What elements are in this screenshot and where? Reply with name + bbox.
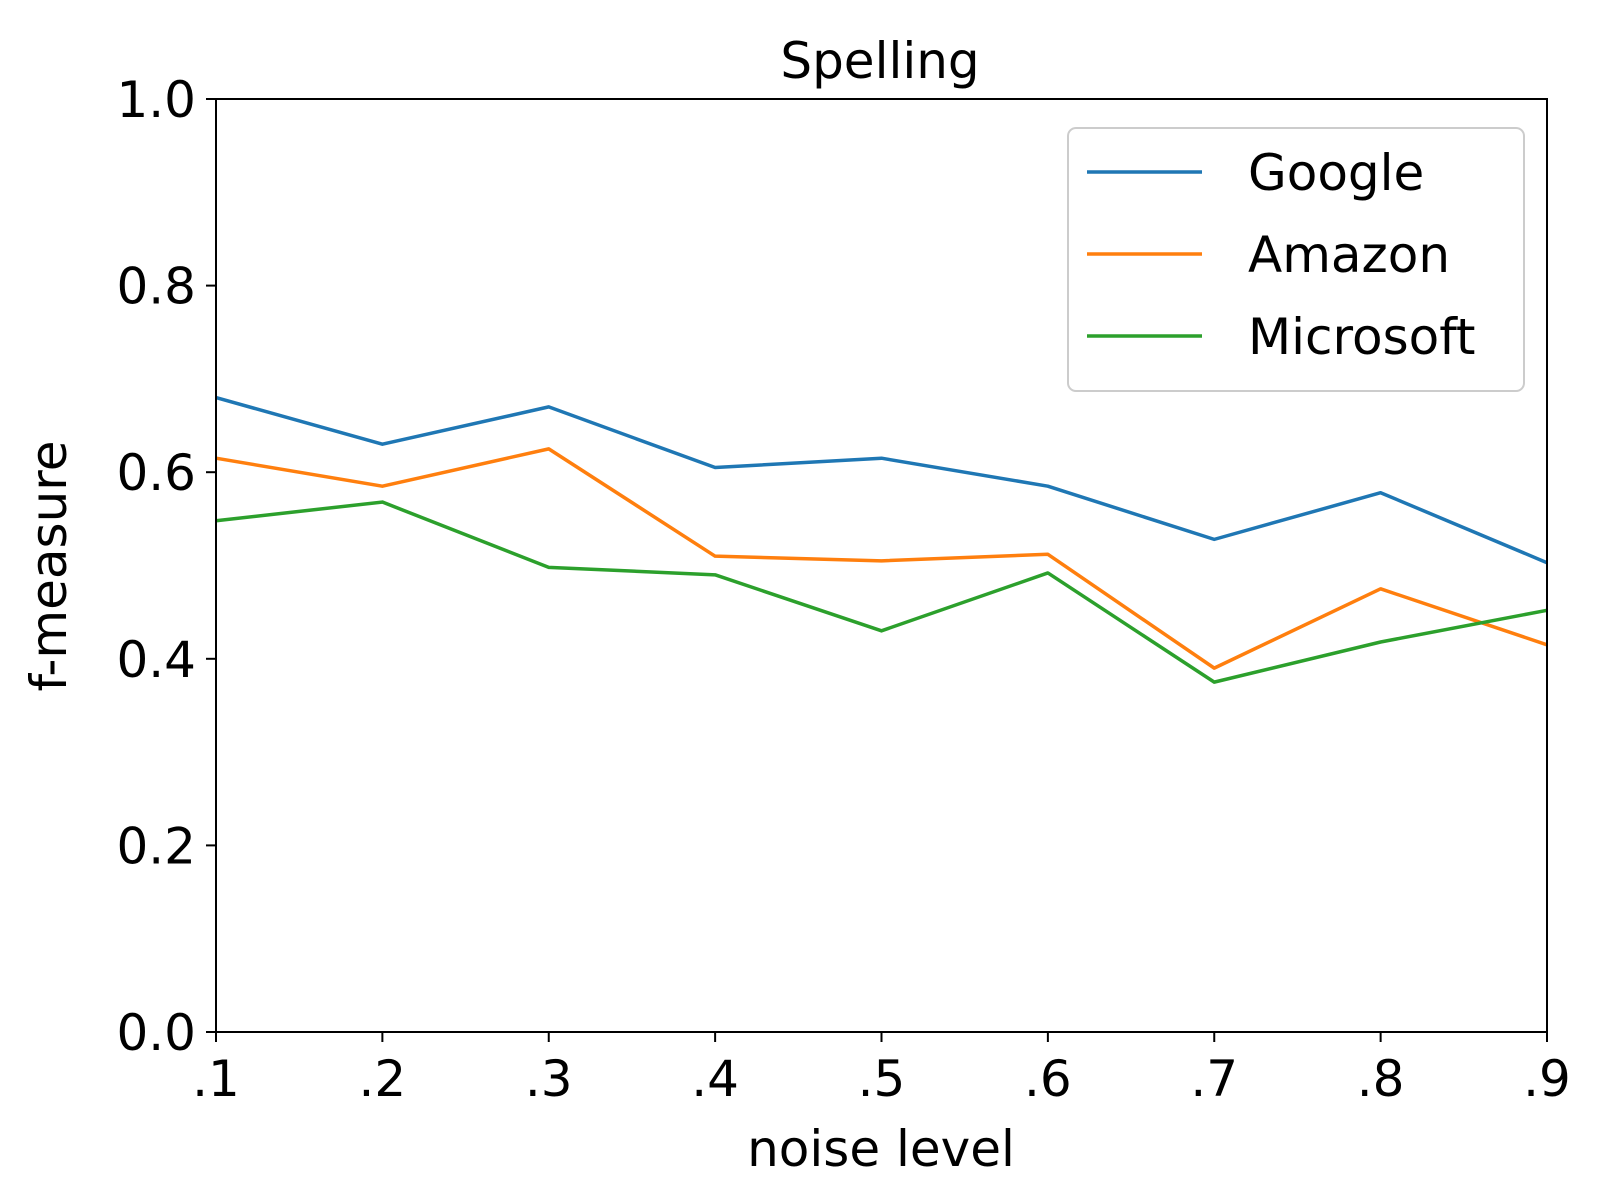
x-tick-label: .3	[525, 1050, 573, 1108]
y-tick-label: 0.2	[116, 817, 196, 875]
y-axis-label: f-measure	[20, 441, 78, 692]
y-tick-label: 0.4	[116, 631, 196, 689]
y-tick-label: 0.0	[116, 1004, 196, 1062]
y-tick-label: 1.0	[116, 71, 196, 129]
series-line-microsoft	[215, 500, 1548, 684]
legend-box	[1067, 127, 1525, 392]
x-tick-label: .9	[1523, 1050, 1571, 1108]
legend-label-amazon: Amazon	[1248, 226, 1450, 284]
legend: Google Amazon Microsoft	[1067, 127, 1525, 392]
series-layer	[215, 395, 1548, 684]
x-tick-label: .1	[192, 1050, 240, 1108]
x-axis: .1 .2 .3 .4 .5 .6 .7 .8 .9	[192, 1032, 1571, 1108]
series-line-amazon	[215, 447, 1548, 670]
legend-label-microsoft: Microsoft	[1248, 308, 1476, 366]
x-tick-label: .6	[1024, 1050, 1072, 1108]
y-axis: 0.0 0.2 0.4 0.6 0.8 1.0	[116, 71, 216, 1062]
x-tick-label: .7	[1190, 1050, 1238, 1108]
x-tick-label: .2	[359, 1050, 407, 1108]
x-axis-label: noise level	[747, 1120, 1015, 1178]
x-tick-label: .5	[858, 1050, 906, 1108]
y-tick-label: 0.8	[116, 258, 196, 316]
chart-title: Spelling	[780, 32, 979, 90]
x-tick-label: .8	[1357, 1050, 1405, 1108]
x-tick-label: .4	[691, 1050, 739, 1108]
legend-label-google: Google	[1248, 144, 1424, 202]
series-line-google	[215, 395, 1548, 565]
y-tick-label: 0.6	[116, 444, 196, 502]
